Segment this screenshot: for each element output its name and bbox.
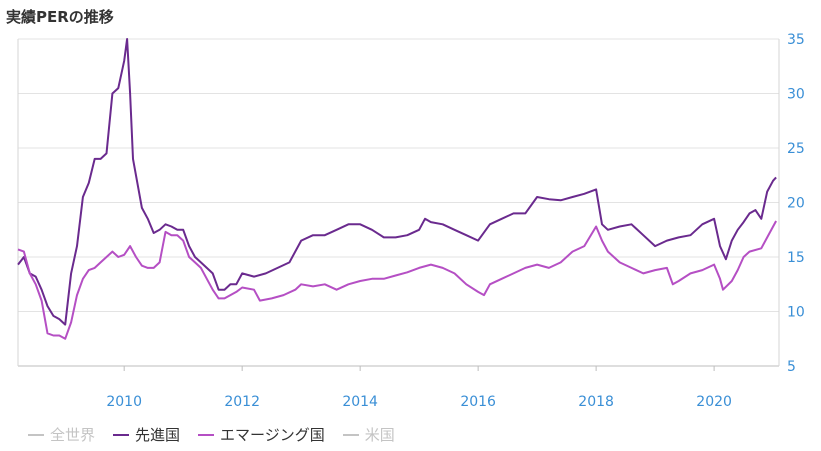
- series-lines: [17, 38, 777, 340]
- y-tick-label: 35: [787, 32, 805, 48]
- legend-item-1[interactable]: 先進国: [113, 424, 180, 445]
- legend-item-3[interactable]: 米国: [342, 424, 395, 445]
- legend-label: 全世界: [50, 426, 96, 444]
- chart-title: 実績PERの推移: [6, 8, 114, 26]
- series-line-2: [17, 220, 777, 340]
- y-tick-label: 15: [787, 250, 805, 266]
- legend-label: エマージング国: [220, 426, 325, 444]
- plot-area-border: [17, 39, 780, 367]
- y-tick-label: 30: [787, 87, 805, 103]
- legend-item-0[interactable]: 全世界: [28, 424, 95, 445]
- legend-item-2[interactable]: エマージング国: [198, 424, 325, 445]
- x-axis-ticks: 2010 2012 2014 2016 2018 2020: [106, 366, 732, 410]
- series-line-1: [17, 38, 777, 326]
- x-tick-label: 2018: [578, 394, 614, 410]
- legend-swatch: [113, 433, 130, 436]
- grid-lines: [18, 38, 779, 312]
- legend-swatch: [198, 433, 215, 436]
- legend-swatch: [342, 433, 359, 436]
- x-tick-label: 2016: [460, 394, 496, 410]
- y-axis-ticks: 5 10 15 20 25 30 35: [787, 32, 805, 375]
- legend-swatch: [28, 433, 44, 436]
- legend-label: 米国: [364, 426, 395, 444]
- x-tick-label: 2012: [224, 394, 260, 410]
- legend-label: 先進国: [135, 426, 181, 444]
- x-tick-label: 2014: [342, 394, 378, 410]
- y-tick-label: 5: [787, 359, 796, 375]
- x-tick-label: 2020: [696, 394, 732, 410]
- y-tick-label: 25: [787, 141, 805, 157]
- y-tick-label: 20: [787, 196, 805, 212]
- per-line-chart: 5 10 15 20 25 30 35 2010 2012 2014 2016 2018 2020: [17, 32, 805, 410]
- x-tick-label: 2010: [106, 394, 142, 410]
- legend: 全世界 先進国 エマージング国 米国: [28, 424, 395, 445]
- y-tick-label: 10: [787, 305, 805, 321]
